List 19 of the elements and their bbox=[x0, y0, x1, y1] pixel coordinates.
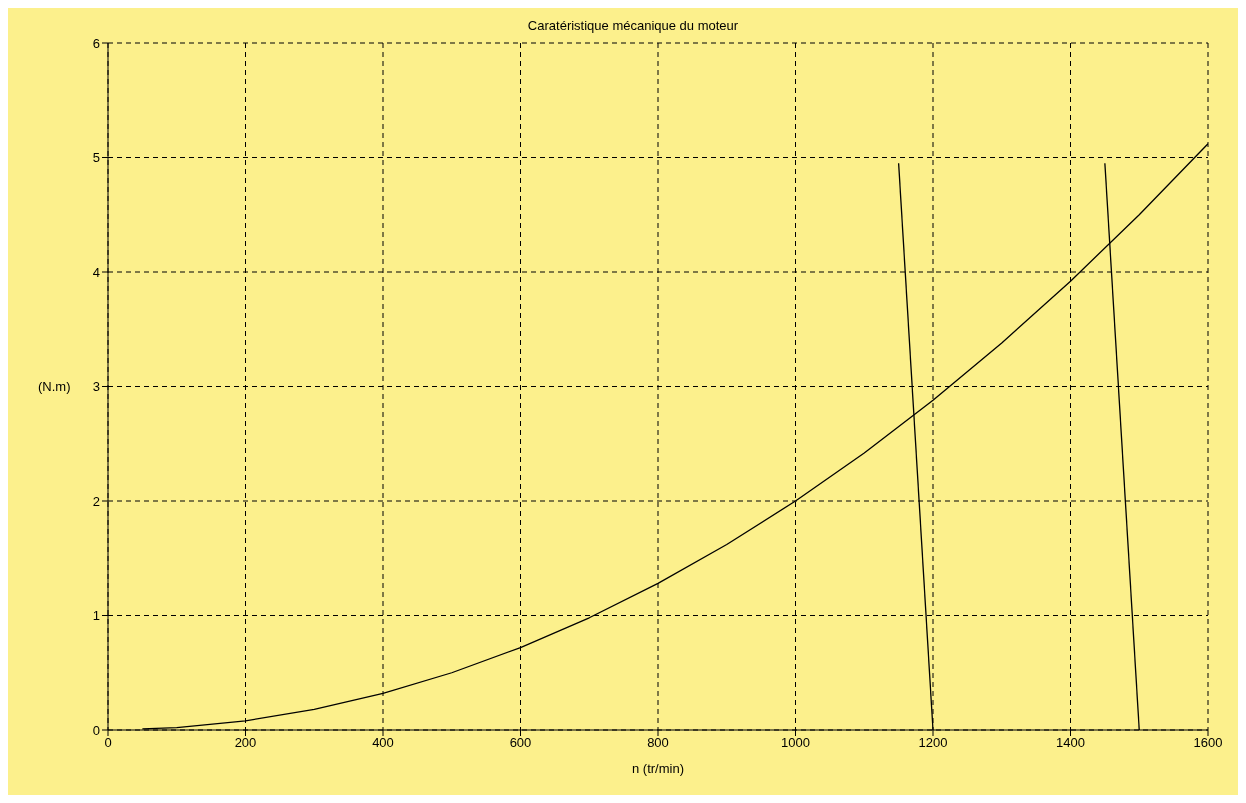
y-tick-label: 5 bbox=[92, 150, 100, 166]
y-axis-title: (N.m) bbox=[38, 379, 71, 395]
y-tick-label: 3 bbox=[92, 379, 100, 395]
y-tick-label: 1 bbox=[92, 608, 100, 624]
y-tick-label: 2 bbox=[92, 493, 100, 509]
x-tick-label: 0 bbox=[104, 735, 112, 751]
y-tick-label: 0 bbox=[92, 722, 100, 738]
x-tick-label: 400 bbox=[372, 735, 394, 751]
x-tick-label: 1400 bbox=[1056, 735, 1085, 751]
y-tick-label: 4 bbox=[92, 264, 100, 280]
x-tick-label: 1200 bbox=[918, 735, 948, 751]
x-tick-label: 800 bbox=[647, 735, 669, 751]
y-tick-label: 6 bbox=[92, 35, 100, 51]
x-tick-label: 600 bbox=[509, 735, 532, 751]
x-tick-label: 1000 bbox=[781, 735, 810, 751]
chart-title: Caratéristique mécanique du moteur bbox=[527, 18, 739, 33]
x-tick-label: 200 bbox=[234, 735, 257, 751]
x-tick-label: 1600 bbox=[1193, 735, 1223, 751]
x-axis-title: n (tr/min) bbox=[632, 761, 684, 776]
